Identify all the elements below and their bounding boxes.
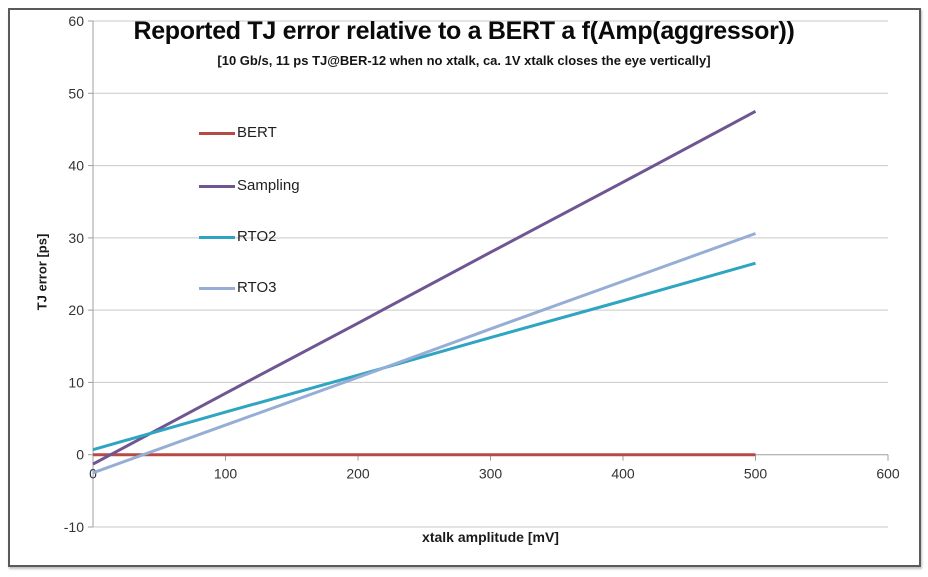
legend-item-rto3: RTO3: [199, 279, 276, 297]
legend-label-bert: BERT: [237, 124, 277, 141]
y-tick-label: 60: [68, 13, 84, 29]
legend-swatch-rto3: [199, 286, 235, 290]
x-tick-label: 200: [346, 466, 370, 482]
chart-subtitle: [10 Gb/s, 11 ps TJ@BER-12 when no xtalk,…: [217, 53, 711, 68]
y-tick-label: 10: [68, 374, 84, 390]
legend-item-sampling: Sampling: [199, 177, 300, 195]
legend-swatch-rto2: [199, 235, 235, 239]
series-line-rto2: [92, 261, 756, 452]
legend-label-rto3: RTO3: [237, 279, 277, 296]
series-line-rto3: [92, 232, 757, 475]
y-tick-label: 20: [68, 302, 84, 318]
chart-title: Reported TJ error relative to a BERT a f…: [133, 17, 795, 45]
x-tick-label: 500: [744, 466, 768, 482]
series-line-sampling: [92, 110, 757, 466]
y-tick-label: 40: [68, 158, 84, 174]
x-axis-title: xtalk amplitude [mV]: [422, 529, 559, 545]
legend-label-sampling: Sampling: [237, 177, 300, 194]
y-tick-label: -10: [64, 519, 84, 535]
x-tick-label: 100: [214, 466, 238, 482]
x-tick-label: 600: [876, 466, 900, 482]
legend-swatch-sampling: [199, 184, 235, 188]
legend-item-rto2: RTO2: [199, 228, 276, 246]
legend-swatch-bert: [199, 131, 235, 135]
y-axis-title: TJ error [ps]: [34, 233, 50, 311]
y-tick-label: 0: [76, 447, 84, 463]
x-tick-label: 0: [89, 466, 97, 482]
chart-frame: [8, 8, 921, 567]
y-tick-label: 50: [68, 85, 84, 101]
x-tick-label: 300: [479, 466, 503, 482]
legend-item-bert: BERT: [199, 124, 277, 142]
x-tick-label: 400: [611, 466, 635, 482]
y-tick-label: 30: [68, 230, 84, 246]
legend-label-rto2: RTO2: [237, 228, 277, 245]
